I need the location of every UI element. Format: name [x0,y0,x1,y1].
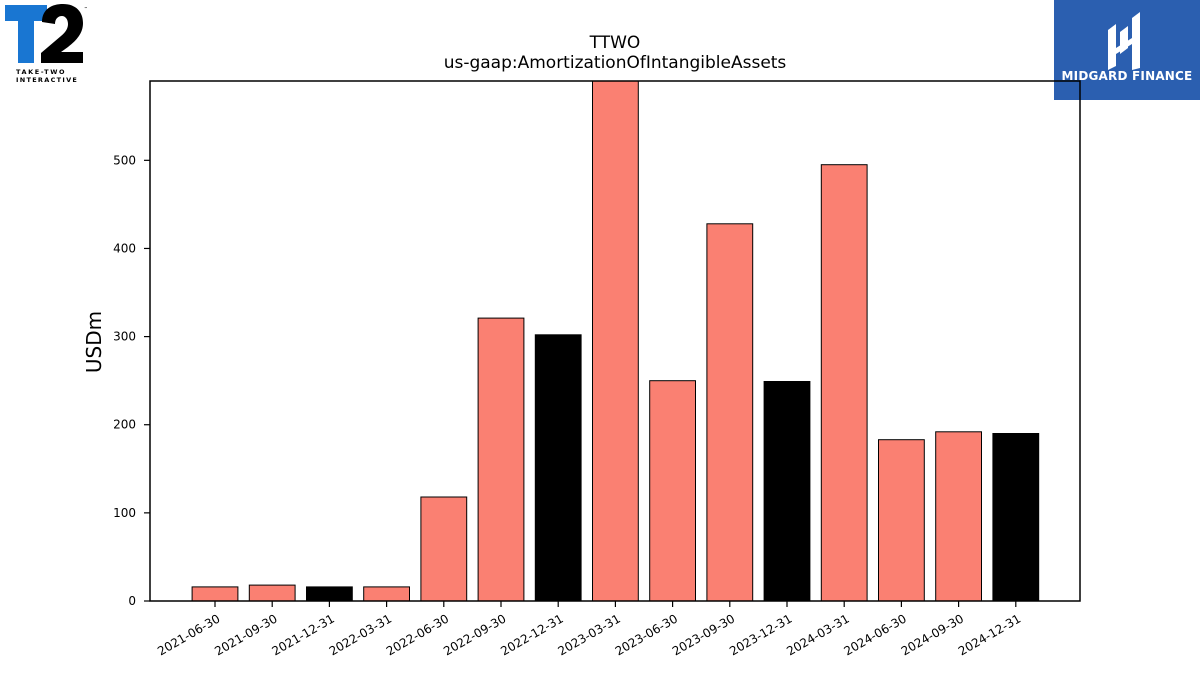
bar-2024-12-31 [992,433,1040,602]
t2-logo-icon: ™ [5,4,88,63]
x-tick-label: 2023-03-31 [555,611,622,658]
take-two-logo-line1: TAKE-TWO [16,68,67,76]
svg-text:™: ™ [84,6,88,11]
bar-2024-06-30 [878,439,925,602]
y-tick-label: 0 [128,594,136,608]
bar-2021-12-31 [306,586,353,602]
bar-2022-09-30 [477,317,525,602]
plot-frame [149,80,1081,602]
x-tick-label: 2021-09-30 [212,611,279,658]
midgard-finance-name: MIDGARD FINANCE [1061,69,1193,83]
x-tick-label: 2022-09-30 [441,611,508,658]
bar-2021-09-30 [248,584,296,602]
y-tick-label: 500 [113,153,136,167]
x-tick-label: 2024-09-30 [899,611,966,658]
x-tick-label: 2023-12-31 [727,611,794,658]
bar-2023-03-31 [592,80,639,602]
take-two-logo: ™ TAKE-TWO INTERACTIVE [4,4,88,86]
y-ticks-group: 0 100 200 300 400 500 [113,153,150,608]
y-tick-label: 100 [113,506,136,520]
y-tick-label: 300 [113,330,136,344]
chart-title: TTWO [589,33,641,53]
x-ticks-group: 2021-06-302021-09-302021-12-312022-03-31… [155,601,1023,658]
bar-2022-06-30 [420,496,468,602]
midgard-logo-icon [1108,12,1140,70]
take-two-logo-line2: INTERACTIVE [16,76,79,84]
bar-2023-09-30 [706,223,754,602]
y-tick-label: 200 [113,418,136,432]
x-tick-label: 2021-12-31 [269,611,336,658]
bar-2024-09-30 [935,431,983,602]
bar-2021-06-30 [191,586,239,602]
midgard-finance-logo: MIDGARD FINANCE [1054,0,1200,100]
x-tick-label: 2023-09-30 [670,611,737,658]
x-tick-label: 2024-12-31 [956,611,1023,658]
bar-2023-06-30 [649,380,697,602]
x-tick-label: 2022-06-30 [384,611,451,658]
x-tick-label: 2022-03-31 [327,611,394,658]
x-tick-label: 2024-06-30 [841,611,908,658]
bar-2022-03-31 [363,586,411,602]
x-tick-label: 2022-12-31 [498,611,565,658]
bar-2023-12-31 [763,381,811,602]
x-tick-label: 2023-06-30 [613,611,680,658]
x-tick-label: 2024-03-31 [784,611,851,658]
bar-2024-03-31 [820,164,868,602]
bar-2022-12-31 [534,334,582,602]
y-axis-label: USDm [82,311,106,373]
bars-group [191,80,1040,602]
x-tick-label: 2021-06-30 [155,611,222,658]
chart-subtitle: us-gaap:AmortizationOfIntangibleAssets [444,53,787,73]
y-tick-label: 400 [113,241,136,255]
